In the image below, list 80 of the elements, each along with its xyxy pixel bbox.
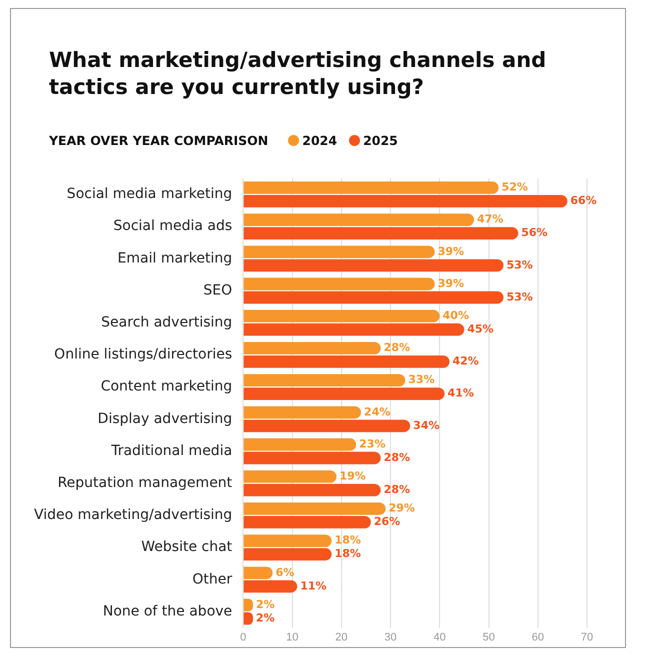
bar	[244, 566, 273, 580]
x-tick-label: 60	[532, 631, 544, 644]
x-tick-label: 30	[384, 631, 397, 644]
data-label: 2%	[256, 598, 275, 611]
data-label: 28%	[384, 450, 410, 464]
data-label: 19%	[339, 469, 366, 482]
data-label: 26%	[374, 515, 400, 528]
bar	[244, 259, 504, 272]
data-label: 33%	[408, 373, 435, 386]
data-label: 42%	[452, 354, 479, 368]
data-label: 34%	[413, 418, 440, 432]
data-label: 66%	[570, 194, 597, 208]
bar	[244, 342, 381, 354]
data-label: 28%	[384, 482, 410, 496]
y-tick-label: Display advertising	[98, 410, 232, 427]
data-label: 47%	[477, 212, 504, 226]
bar	[244, 502, 386, 515]
bar	[244, 355, 450, 368]
data-label: 52%	[502, 180, 528, 194]
bar	[244, 452, 381, 464]
y-tick-label: Email marketing	[118, 250, 232, 266]
chart-title: What marketing/advertising channels and tactics are you currently using?	[49, 47, 548, 101]
y-tick-label: Traditional media	[110, 442, 232, 459]
bar	[244, 548, 332, 560]
x-tick-label: 50	[482, 631, 495, 644]
x-tick-label: 0	[240, 631, 246, 644]
bar	[244, 182, 499, 194]
bar	[244, 374, 406, 387]
data-label: 39%	[438, 244, 464, 258]
y-tick-label: Website chat	[141, 539, 233, 556]
bar	[244, 310, 440, 322]
data-label: 53%	[506, 290, 533, 304]
data-label: 53%	[506, 258, 533, 272]
bar	[244, 420, 410, 432]
bar	[244, 214, 474, 226]
y-tick-label: Social media ads	[113, 218, 232, 234]
y-tick-label: Search advertising	[101, 314, 232, 330]
data-label: 28%	[384, 341, 410, 354]
bar	[244, 291, 504, 304]
bar	[244, 278, 435, 290]
data-label: 24%	[364, 405, 390, 418]
y-tick-label: None of the above	[102, 603, 232, 620]
bar	[244, 227, 518, 240]
y-tick-label: Other	[192, 571, 232, 588]
bar	[244, 580, 298, 593]
y-tick-label: Content marketing	[100, 378, 232, 395]
y-tick-label: Social media marketing	[66, 186, 232, 202]
legend-label: 2024	[302, 133, 338, 148]
bar	[244, 534, 332, 548]
data-label: 56%	[521, 226, 548, 240]
chart-subtitle: YEAR OVER YEAR COMPARISON	[49, 133, 268, 148]
y-tick-label: Reputation management	[58, 474, 233, 491]
legend-label: 2025	[363, 133, 398, 148]
data-label: 18%	[334, 547, 361, 560]
x-tick-label: 70	[580, 631, 594, 644]
y-tick-label: SEO	[203, 282, 232, 298]
y-tick-label: Online listings/directories	[54, 346, 232, 363]
bar	[244, 194, 568, 208]
bar	[244, 406, 362, 419]
data-label: 45%	[467, 322, 494, 336]
y-tick-label: Video marketing/advertising	[34, 507, 232, 524]
bar	[244, 438, 356, 451]
data-label: 2%	[256, 611, 275, 624]
bar	[244, 388, 445, 400]
data-label: 11%	[300, 579, 327, 592]
data-label: 23%	[359, 437, 386, 450]
bar	[244, 323, 464, 336]
data-label: 41%	[448, 386, 474, 400]
bar	[244, 516, 371, 528]
data-label: 40%	[442, 308, 469, 322]
bar	[244, 470, 336, 483]
x-tick-label: 20	[335, 631, 348, 644]
data-label: 39%	[438, 276, 464, 290]
x-tick-label: 10	[286, 631, 298, 644]
bar	[244, 246, 435, 258]
data-label: 6%	[276, 566, 294, 579]
data-label: 18%	[334, 534, 361, 547]
data-label: 29%	[388, 502, 415, 515]
x-tick-label: 40	[434, 631, 446, 644]
bar	[244, 484, 381, 496]
